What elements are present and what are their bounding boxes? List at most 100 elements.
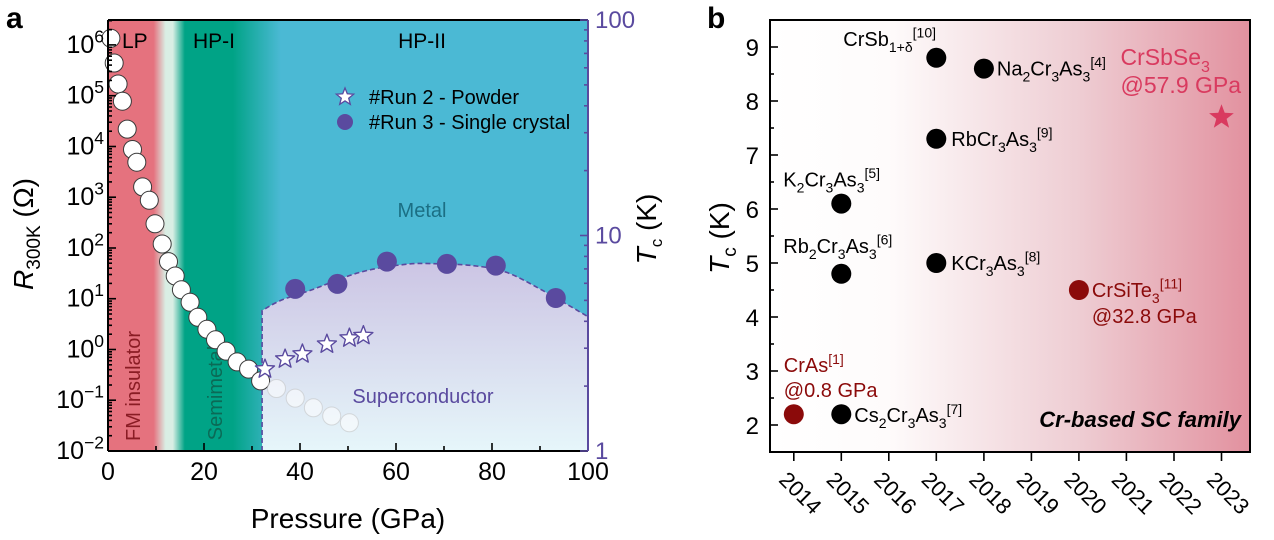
compound-label-part: Cr	[817, 236, 838, 258]
compound-label-part: [8]	[1025, 249, 1041, 265]
y-tick-label: 3	[746, 359, 759, 386]
y-tick-label: 7	[746, 143, 759, 170]
compound-label-part: CrSiTe	[1092, 280, 1152, 302]
y-tick-label-part: 10	[66, 285, 94, 313]
legend-entry-run3: #Run 3 - Single crystal	[369, 112, 570, 134]
y-axis-title-part: (K)	[704, 202, 735, 247]
compound-label-part: 2	[879, 415, 887, 431]
legend: #Run 2 - Powder #Run 3 - Single crystal	[334, 86, 570, 134]
y-axis-title-part: (Ω)	[8, 178, 39, 225]
compound-label-part: CrSbSe	[1121, 44, 1202, 70]
compound-label: CrSb1+δ[10]	[843, 24, 936, 54]
superconductor-point	[926, 253, 947, 273]
compound-label-part: 3	[1201, 58, 1210, 76]
run2-powder-star-point	[353, 324, 374, 345]
compound-label: CrSiTe3[11]	[1092, 276, 1182, 306]
compound-label-part: Cr	[804, 170, 825, 192]
compound-label-part: [1]	[828, 351, 844, 367]
compound-label-part: 2	[797, 180, 805, 196]
y-tick-label-part: 1	[94, 280, 104, 300]
x-axis-title: Pressure (GPa)	[251, 503, 446, 534]
superconductor-point	[783, 404, 804, 425]
x-tick-label-year: 2015	[822, 467, 874, 519]
superconductor-point	[831, 193, 852, 214]
superconductor-point	[1068, 280, 1089, 300]
y-tick-label: 4	[746, 305, 759, 332]
y-tick-label-part: 0	[94, 331, 104, 351]
y-tick-label-part: 6	[94, 26, 104, 46]
compound-label-part: Na	[997, 59, 1023, 81]
compound-label-part: 2	[1022, 69, 1030, 85]
y-tick-label: 100	[66, 331, 104, 364]
r300k-point-faded	[339, 413, 359, 433]
y-tick-label-part: 3	[94, 179, 104, 199]
y-axis-title-part: T	[704, 255, 735, 274]
y-axis-title-resistance: R300K (Ω)	[8, 178, 45, 290]
y-tick-label-part: 10	[66, 234, 94, 262]
compound-label-part: KCr	[951, 253, 986, 275]
compound-label: RbCr3As3[9]	[951, 124, 1052, 154]
compound-label-part: As	[994, 253, 1017, 275]
x-tick-label: 0	[101, 458, 115, 486]
panel-b-marks: CrAs[1]@0.8 GPaK2Cr3As3[5]Rb2Cr3As3[6]Cs…	[783, 24, 1241, 431]
superconductor-point	[926, 128, 947, 149]
y-tick-label: 101	[66, 280, 104, 313]
y-tick-label-part: 5	[94, 77, 104, 97]
r300k-point-faded	[303, 398, 323, 418]
r300k-point-faded	[267, 379, 286, 398]
y-tick-label-part: 10	[66, 133, 94, 161]
region-label-fm-insulator: FM insulator	[123, 331, 145, 441]
compound-label-part: [5]	[864, 165, 880, 181]
pressure-note: @0.8 GPa	[784, 380, 879, 402]
compound-label-part: RbCr	[951, 129, 998, 151]
region-label-metal: Metal	[398, 200, 447, 222]
phase-labels: LP HP-I HP-II	[122, 30, 446, 53]
compound-label-part: As	[846, 236, 869, 258]
phase-label-lp: LP	[122, 30, 148, 53]
x-tick-label: 80	[478, 458, 506, 486]
family-annotation: Cr-based SC family	[1039, 407, 1242, 432]
y-axis-title-part: c	[720, 247, 741, 257]
compound-label-part: 3	[1083, 69, 1091, 85]
compound-label-part: 3	[1017, 263, 1025, 279]
compound-label-part: Cs	[854, 405, 878, 427]
y-tick-label: 102	[66, 230, 104, 263]
pressure-note: @57.9 GPa	[1121, 72, 1242, 98]
compound-label-part: As	[915, 405, 938, 427]
x-tick-label-year: 2022	[1154, 467, 1206, 519]
y2-tick-label: 100	[595, 7, 635, 34]
x-tick-label-year: 2020	[1059, 467, 1111, 519]
compound-label-part: 3	[998, 139, 1006, 155]
y-axis-title-part: R	[8, 270, 39, 290]
compound-label-part: As	[833, 170, 856, 192]
superconductor-point	[973, 58, 994, 79]
phase-label-hp-ii: HP-II	[398, 30, 446, 53]
y-axis-title-part: 300K	[24, 225, 45, 270]
compound-label-part: Cr	[887, 405, 908, 427]
r300k-point	[127, 152, 147, 172]
compound-label: KCr3As3[8]	[951, 249, 1040, 279]
x-tick-label: 100	[567, 458, 609, 486]
region-label-superconductor: Superconductor	[352, 386, 494, 408]
y-axis-title-tc: Tc (K)	[704, 202, 741, 274]
region-labels: FM insulator Semimetal Metal Superconduc…	[123, 200, 494, 441]
compound-label-part: CrAs	[784, 355, 828, 377]
superconductor-point	[831, 263, 852, 284]
panel-label-a: a	[6, 2, 23, 35]
r300k-point-faded	[285, 388, 305, 408]
y-tick-label: 5	[746, 251, 759, 278]
x-tick-label-year: 2018	[964, 467, 1016, 519]
panel-b-background-layer	[770, 20, 1250, 452]
panel-label-b: b	[707, 2, 725, 35]
region-label-semimetal: Semimetal	[205, 346, 227, 440]
compound-label-part: K	[783, 170, 797, 192]
y-tick-label: 105	[66, 77, 104, 110]
r300k-point	[145, 214, 165, 234]
y-tick-label-part: 10	[56, 437, 84, 465]
compound-label-part: 3	[986, 263, 994, 279]
compound-label-part: 3	[1051, 69, 1059, 85]
y-tick-label-part: 10	[56, 386, 84, 414]
run2-powder-star-point	[274, 348, 296, 368]
